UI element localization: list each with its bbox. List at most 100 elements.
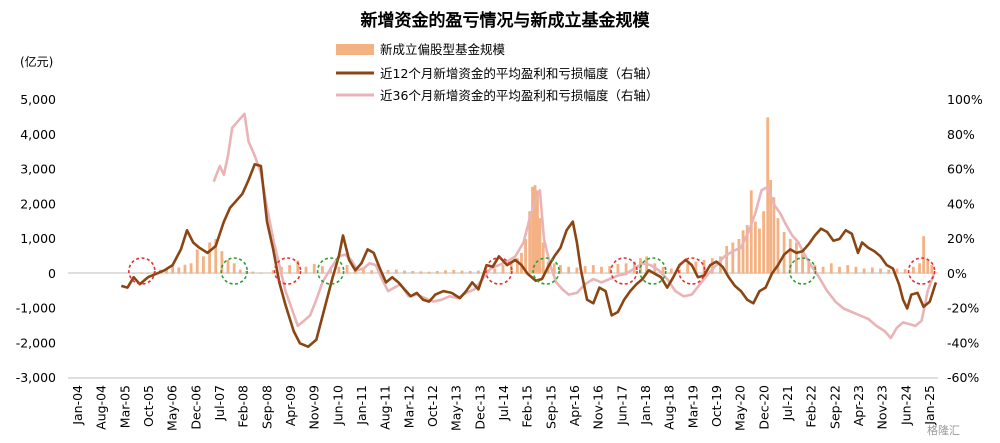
right-tick-label: 40%	[947, 196, 975, 211]
fund-size-bar	[403, 270, 406, 274]
fund-size-bar	[918, 263, 921, 274]
x-tick-label: May-06	[165, 385, 180, 431]
fund-size-bar	[870, 267, 874, 274]
fund-size-bar	[575, 267, 579, 274]
left-axis: 5,000 4,000 3,000 2,000 1,000 0 -1,000 -2,000 -3…	[16, 92, 56, 385]
x-tick-label: Jun-10	[330, 385, 345, 426]
fund-size-bar	[862, 268, 866, 274]
fund-size-bar	[600, 266, 603, 274]
x-tick-label: Jun-17	[614, 385, 629, 426]
x-tick-label: Jun-24	[898, 385, 913, 426]
fund-size-bar	[476, 270, 480, 274]
left-tick-label: -2,000	[16, 335, 56, 350]
x-tick-label: Mar-12	[401, 385, 416, 428]
fund-size-bar	[772, 197, 776, 274]
red-highlight-circle	[907, 257, 936, 285]
fund-size-bar	[930, 265, 934, 274]
red-highlight-circle	[485, 257, 513, 285]
fund-size-bar	[559, 265, 562, 274]
right-tick-label: 60%	[947, 162, 975, 177]
x-tick-label: Sep-22	[827, 385, 842, 429]
fund-size-bar	[444, 270, 447, 274]
fund-size-bar	[468, 270, 472, 274]
fund-size-bar	[838, 266, 841, 274]
x-tick-label: Jan-04	[70, 385, 85, 426]
fund-size-bar	[911, 266, 915, 274]
green-highlight-circle	[532, 257, 560, 285]
x-tick-label: Aug-04	[94, 385, 109, 430]
fund-size-bar	[515, 258, 519, 274]
right-tick-label: 0%	[947, 266, 967, 281]
fund-size-bar	[411, 270, 415, 274]
fund-size-bar	[821, 266, 825, 274]
fund-size-bar	[195, 249, 199, 274]
fund-size-bar	[801, 252, 804, 274]
left-tick-label: 0	[48, 266, 56, 281]
fund-size-bar	[583, 266, 587, 274]
fund-size-bar	[608, 266, 612, 274]
x-tick-label: Apr-16	[567, 385, 582, 426]
fund-size-bar	[552, 263, 556, 274]
green-highlight-circle	[316, 257, 345, 285]
fund-size-bar	[669, 268, 673, 274]
fund-size-bar	[903, 269, 907, 274]
fund-size-bar	[524, 239, 527, 274]
watermark: 格隆汇	[927, 423, 960, 437]
red-highlight-circle	[677, 257, 706, 285]
green-highlight-circle	[788, 257, 817, 285]
fund-size-bar	[776, 218, 780, 274]
fund-size-bar	[386, 269, 390, 274]
fund-size-bar	[177, 267, 181, 274]
fund-size-bar	[146, 272, 150, 274]
fund-size-bar	[501, 265, 505, 274]
x-tick-label: May-13	[449, 385, 464, 431]
line-series	[120, 112, 938, 348]
fund-size-bar	[829, 263, 833, 274]
right-tick-label: 80%	[947, 127, 975, 142]
fund-size-bar	[528, 211, 532, 274]
fund-size-bar	[745, 225, 749, 274]
green-highlight-circle	[638, 257, 667, 285]
fund-size-bar	[238, 269, 242, 274]
right-tick-label: 100%	[947, 92, 983, 107]
fund-size-bar	[214, 239, 218, 274]
fund-size-bar	[731, 242, 735, 274]
x-tick-label: Jul-21	[780, 385, 795, 422]
x-tick-label: Jan-18	[638, 385, 653, 426]
highlight-circles	[128, 257, 936, 285]
right-axis: 100% 80% 60% 40% 20% 0% -20% -40% -60%	[947, 92, 983, 385]
fund-size-bar	[616, 264, 620, 274]
fund-size-bar	[686, 263, 690, 274]
fund-size-bar	[232, 263, 236, 274]
x-tick-label: Aug-11	[378, 385, 393, 430]
fund-size-bar	[435, 270, 439, 274]
fund-size-bar	[296, 260, 300, 274]
x-tick-label: Dec-20	[756, 385, 771, 430]
right-tick-label: 20%	[947, 231, 975, 246]
fund-size-bar	[337, 266, 341, 274]
fund-size-bar	[795, 242, 798, 274]
right-tick-label: -40%	[947, 335, 979, 350]
fund-size-bar	[520, 252, 523, 274]
fund-size-bar	[165, 268, 168, 274]
fund-size-bar	[493, 268, 497, 274]
x-tick-label: Oct-05	[141, 385, 156, 427]
fund-size-bar	[202, 256, 205, 274]
x-tick-label: Jan-25	[922, 385, 937, 426]
fund-size-bar	[321, 266, 324, 274]
fund-size-bar	[189, 263, 193, 274]
fund-size-bar	[591, 265, 595, 274]
fund-size-bar	[624, 263, 628, 274]
fund-size-bar	[710, 258, 714, 274]
fund-size-bar	[846, 265, 850, 274]
fund-size-bar	[753, 221, 757, 274]
x-tick-label: Feb-22	[804, 385, 819, 428]
x-tick-label: Jan-11	[354, 385, 369, 426]
fund-size-bar	[533, 185, 537, 274]
fund-size-bar	[661, 266, 665, 274]
fund-size-bar	[725, 245, 729, 274]
fund-size-bar	[304, 266, 308, 274]
x-tick-label: Dec-13	[472, 385, 487, 430]
